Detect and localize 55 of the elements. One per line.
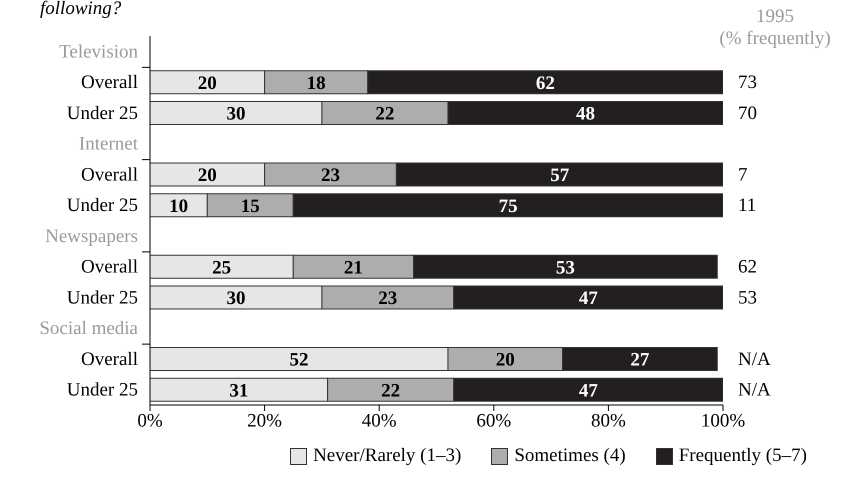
data-label: 15 [240,196,260,217]
data-label: 53 [556,257,575,278]
y-tick-label: Newspapers [45,226,138,247]
text: N/A [738,380,771,401]
data-label: 25 [212,257,232,278]
data-label: 47 [578,380,598,402]
x-tick-label: 0% [137,410,163,432]
data-label: 21 [344,257,363,278]
data-label: 75 [498,196,518,217]
data-label: 52 [289,350,308,371]
y-tick-label: Internet [78,134,139,155]
x-tick-label: 80% [590,410,626,432]
y-tick-label: Social media [39,318,139,340]
text: 11 [738,195,756,216]
text: 62 [738,256,757,278]
data-label: 47 [578,288,598,310]
legend-label: Frequently (5–7) [678,445,807,467]
text: 73 [738,72,757,94]
y-tick-label: Overall [81,164,138,186]
data-label: 27 [630,350,650,371]
data-label: 20 [496,350,515,371]
y-tick-label: Under 25 [66,380,138,401]
legend-label: Sometimes (4) [513,445,626,467]
legend-label: Never/Rarely (1–3) [312,445,462,467]
x-tick-label: 60% [476,410,512,432]
data-label: 10 [169,196,188,217]
data-label: 57 [550,165,570,186]
data-label: 23 [320,165,340,186]
x-tick-label: 20% [247,410,282,432]
x-tick-label: 40% [362,410,397,432]
data-label: 23 [378,288,398,310]
annotation: 1995 (% frequently) [718,6,832,50]
data-label: 20 [198,165,217,186]
text: N/A [738,348,771,370]
text: 53 [738,287,757,308]
y-tick-label: Overall [81,72,138,94]
y-tick-label: Under 25 [66,287,138,308]
data-label: 22 [375,104,394,125]
data-label: 30 [226,104,246,125]
data-label: 18 [306,72,326,94]
data-label: 48 [576,104,595,125]
text: 70 [738,102,757,124]
chart-title: following? [40,0,122,20]
y-tick-label: Overall [81,348,138,370]
y-tick-label: Television [59,41,138,62]
data-label: 22 [381,380,400,402]
y-tick-label: Under 25 [66,195,138,216]
data-label: 20 [198,72,217,94]
y-tick-label: Overall [81,256,138,278]
text: 7 [738,164,748,186]
x-tick-label: 100% [700,410,746,432]
data-label: 30 [226,288,246,310]
data-label: 62 [536,72,555,94]
data-label: 31 [229,380,248,402]
y-tick-label: Under 25 [66,102,138,124]
